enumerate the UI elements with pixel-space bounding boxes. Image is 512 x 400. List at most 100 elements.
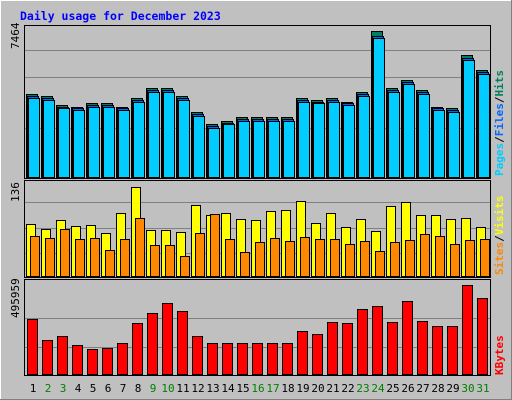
bar-pages-day-6 — [103, 107, 115, 178]
hits-ymax-label: 7464 — [9, 22, 22, 49]
bar-pages-day-5 — [88, 107, 100, 178]
bar-sites-day-26 — [405, 240, 415, 277]
kbytes-panel: 495959 KBytes — [9, 278, 506, 376]
day-label-30: 30 — [461, 382, 474, 395]
day-label-3: 3 — [60, 382, 67, 395]
bar-sites-day-25 — [390, 242, 400, 277]
bar-pages-day-23 — [358, 96, 370, 178]
bar-kbytes-day-8 — [132, 323, 143, 375]
bar-kbytes-day-15 — [237, 343, 248, 375]
hits-side-labels: Pages/Files/Hits — [493, 70, 506, 176]
chart-title: Daily usage for December 2023 — [20, 9, 221, 23]
day-axis-labels: 1 2 3 4 5 6 7 8 9 10 11 12 13 14 15 16 17 18 19 20 21 22 23 24 2… — [30, 382, 490, 395]
day-label-24: 24 — [371, 382, 385, 395]
bar-kbytes-day-30 — [462, 285, 473, 375]
day-label-9: 9 — [150, 382, 157, 395]
bar-sites-day-28 — [435, 236, 445, 277]
side-label-visits: Visits — [493, 196, 506, 236]
day-label-5: 5 — [90, 382, 97, 395]
day-label-26: 26 — [401, 382, 414, 395]
visits-panel: 136 Sites/Visits — [9, 180, 506, 278]
bar-pages-day-21 — [328, 102, 340, 178]
bar-sites-day-20 — [315, 239, 325, 277]
day-label-27: 27 — [416, 382, 429, 395]
bar-sites-day-9 — [150, 245, 160, 277]
day-label-19: 19 — [296, 382, 309, 395]
bar-kbytes-day-26 — [402, 301, 413, 375]
bar-pages-day-2 — [43, 100, 55, 178]
side-separator: / — [493, 235, 506, 242]
bar-kbytes-day-6 — [102, 348, 113, 375]
bar-sites-day-29 — [450, 244, 460, 277]
hits-panel: 7464 Pages/Files/Hits — [9, 22, 506, 179]
bar-pages-day-20 — [313, 103, 325, 178]
day-label-2: 2 — [45, 382, 52, 395]
day-label-6: 6 — [105, 382, 112, 395]
day-label-7: 7 — [120, 382, 127, 395]
hits-bars — [26, 31, 490, 178]
bar-kbytes-day-25 — [387, 322, 398, 375]
day-label-18: 18 — [281, 382, 294, 395]
bar-sites-day-6 — [105, 250, 115, 277]
kbytes-bars — [27, 285, 488, 375]
visits-bars — [26, 187, 490, 277]
bar-kbytes-day-28 — [432, 326, 443, 375]
svg-text:KBytes: KBytes — [493, 335, 506, 375]
bar-kbytes-day-7 — [117, 343, 128, 375]
bar-sites-day-23 — [360, 241, 370, 277]
bar-pages-day-31 — [478, 74, 490, 178]
bar-kbytes-day-10 — [162, 303, 173, 375]
bar-kbytes-day-11 — [177, 311, 188, 375]
bar-kbytes-day-19 — [297, 331, 308, 375]
day-label-15: 15 — [236, 382, 249, 395]
bar-pages-day-24 — [373, 38, 385, 178]
bar-sites-day-31 — [480, 239, 490, 277]
side-label-pages: Pages — [493, 143, 506, 176]
bar-pages-day-7 — [118, 110, 130, 178]
bar-kbytes-day-24 — [372, 306, 383, 375]
side-separator: / — [493, 96, 506, 103]
bar-pages-day-29 — [448, 112, 460, 178]
bar-kbytes-day-12 — [192, 336, 203, 375]
bar-kbytes-day-27 — [417, 321, 428, 375]
kbytes-ymax-label: 495959 — [9, 278, 22, 318]
bar-pages-day-17 — [268, 121, 280, 178]
bar-sites-day-21 — [330, 239, 340, 277]
bar-sites-day-8 — [135, 218, 145, 277]
bar-sites-day-13 — [210, 214, 220, 277]
bar-sites-day-27 — [420, 234, 430, 277]
bar-kbytes-day-17 — [267, 343, 278, 375]
bar-pages-day-8 — [133, 102, 145, 178]
bar-pages-day-25 — [388, 92, 400, 178]
bar-sites-day-2 — [45, 238, 55, 277]
bar-sites-day-18 — [285, 241, 295, 277]
bar-kbytes-day-5 — [87, 349, 98, 375]
bar-sites-day-15 — [240, 252, 250, 277]
bar-pages-day-19 — [298, 102, 310, 178]
bar-pages-day-3 — [58, 108, 70, 178]
bar-kbytes-day-23 — [357, 309, 368, 375]
day-label-13: 13 — [206, 382, 219, 395]
bar-pages-day-16 — [253, 121, 265, 178]
bar-kbytes-day-3 — [57, 336, 68, 375]
bar-pages-day-13 — [208, 128, 220, 178]
day-label-25: 25 — [386, 382, 399, 395]
day-label-16: 16 — [251, 382, 264, 395]
bar-kbytes-day-4 — [72, 345, 83, 375]
day-label-31: 31 — [476, 382, 489, 395]
side-label-sites: Sites — [493, 242, 506, 275]
day-label-4: 4 — [75, 382, 82, 395]
bar-kbytes-day-31 — [477, 298, 488, 375]
bar-pages-day-27 — [418, 94, 430, 178]
bar-kbytes-day-1 — [27, 319, 38, 375]
bar-pages-day-4 — [73, 110, 85, 178]
day-label-11: 11 — [176, 382, 189, 395]
bar-sites-day-17 — [270, 238, 280, 277]
side-label-hits: Hits — [493, 70, 506, 97]
side-label-kbytes: KBytes — [493, 335, 506, 375]
day-label-1: 1 — [30, 382, 37, 395]
bar-sites-day-12 — [195, 233, 205, 277]
bar-sites-day-19 — [300, 237, 310, 277]
side-label-files: Files — [493, 103, 506, 136]
